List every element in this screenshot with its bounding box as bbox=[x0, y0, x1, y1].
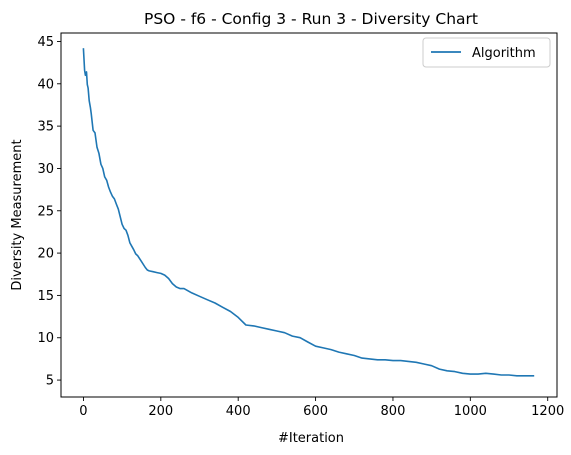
y-tick-label: 30 bbox=[37, 162, 54, 177]
y-tick-label: 45 bbox=[37, 35, 54, 50]
y-tick-label: 10 bbox=[37, 331, 54, 346]
legend-label-algorithm: Algorithm bbox=[472, 46, 536, 61]
y-tick-label: 25 bbox=[37, 204, 54, 219]
y-tick-label: 15 bbox=[37, 289, 54, 304]
legend-box bbox=[422, 37, 551, 68]
x-axis-label: #Iteration bbox=[278, 431, 344, 446]
x-tick-label: 400 bbox=[226, 404, 251, 419]
y-tick-label: 5 bbox=[46, 374, 54, 389]
x-tick-label: 0 bbox=[79, 404, 87, 419]
y-tick-label: 40 bbox=[37, 77, 54, 92]
y-axis: 5 10 15 20 25 30 35 40 45 bbox=[37, 35, 61, 389]
x-tick-label: 800 bbox=[381, 404, 406, 419]
legend: Algorithm bbox=[422, 37, 551, 68]
series-line-algorithm bbox=[82, 48, 535, 377]
x-tick-label: 1200 bbox=[531, 404, 564, 419]
x-tick-label: 200 bbox=[148, 404, 173, 419]
x-axis: 0 200 400 600 800 1000 1200 bbox=[79, 397, 564, 419]
y-axis-label: Diversity Measurement bbox=[10, 139, 25, 290]
y-tick-label: 35 bbox=[37, 120, 54, 135]
x-tick-label: 1000 bbox=[454, 404, 487, 419]
x-tick-label: 600 bbox=[303, 404, 328, 419]
chart-title: PSO - f6 - Config 3 - Run 3 - Diversity … bbox=[144, 10, 478, 28]
y-tick-label: 20 bbox=[37, 247, 54, 262]
plot-frame bbox=[60, 32, 558, 398]
